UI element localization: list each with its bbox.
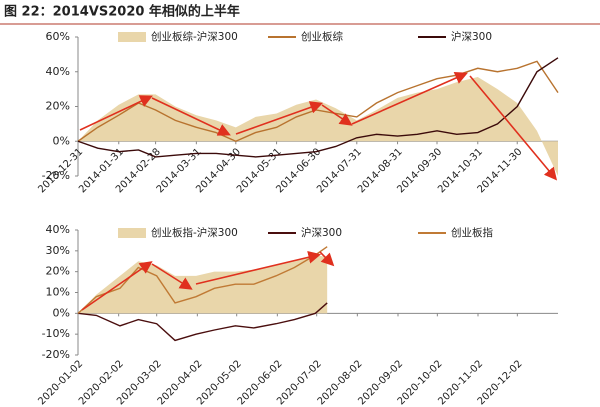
y-tick-label: 40% (46, 65, 70, 78)
y-tick-label: 60% (46, 30, 70, 43)
y-tick-label: -20% (42, 348, 70, 361)
legend-swatch (118, 228, 146, 238)
figure-title: 图 22：2014VS2020 年相似的上半年 (4, 4, 240, 20)
y-tick-label: -20% (42, 169, 70, 182)
legend-label: 创业板综 (301, 30, 343, 43)
y-tick-label: 40% (46, 223, 70, 236)
legend-label: 创业板综-沪深300 (151, 30, 238, 43)
y-tick-label: 30% (46, 244, 70, 257)
area (78, 76, 558, 176)
line (77, 302, 328, 342)
y-tick-label: 20% (46, 265, 70, 278)
y-tick-label: 20% (46, 100, 70, 113)
y-tick-label: -10% (42, 327, 70, 340)
legend-label: 创业板指-沪深300 (151, 226, 238, 239)
y-tick-label: 10% (46, 286, 70, 299)
annotation-arrows (79, 72, 558, 311)
legend-label: 沪深300 (301, 226, 342, 239)
y-tick-label: 0% (53, 306, 70, 319)
y-tick-label: 0% (53, 134, 70, 147)
legend-swatch (118, 32, 146, 42)
legend-label: 沪深300 (451, 30, 492, 43)
line (77, 57, 559, 158)
legend-label: 创业板指 (451, 226, 493, 239)
area (78, 255, 328, 314)
line (77, 246, 328, 314)
